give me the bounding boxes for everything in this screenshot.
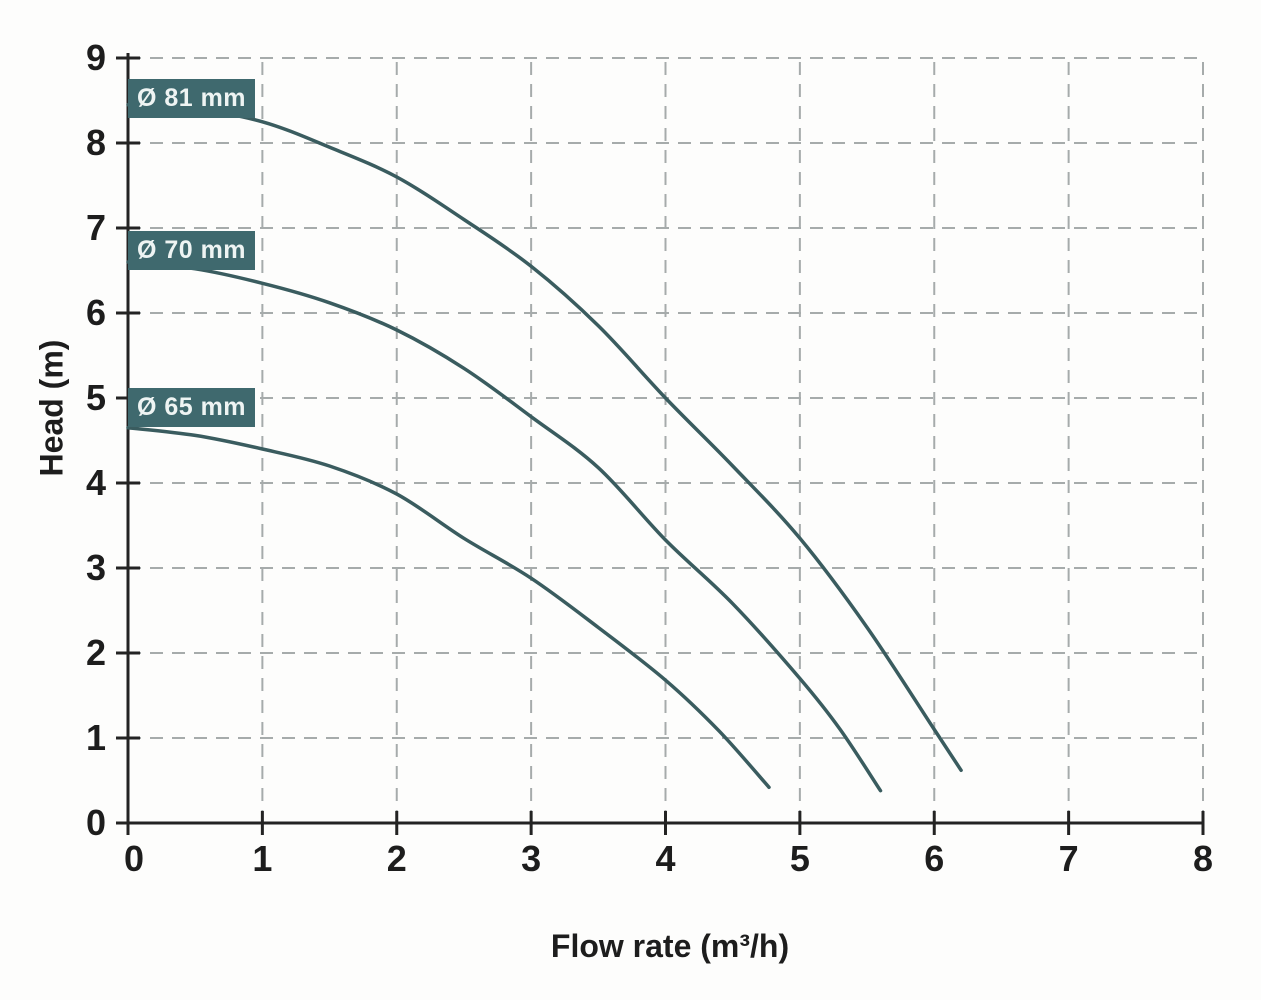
curve-badge-label-65mm: Ø 65 mm [136, 393, 247, 421]
y-tick-label-9: 9 [86, 37, 106, 78]
curve-badge-label-81mm: Ø 81 mm [136, 84, 247, 112]
x-tick-label-2: 2 [387, 838, 407, 879]
curve-65mm [126, 425, 771, 790]
y-tick-label-1: 1 [86, 717, 106, 758]
curve-badge-70mm: Ø 70 mm [128, 231, 255, 270]
y-tick-label-0: 0 [86, 802, 106, 843]
curve-badge-81mm: Ø 81 mm [128, 79, 255, 118]
curve-70mm [126, 260, 883, 793]
x-axis-title: Flow rate (m³/h) [550, 928, 790, 964]
y-tick-label-7: 7 [86, 207, 106, 248]
x-tick-label-4: 4 [655, 838, 675, 879]
y-tick-label-4: 4 [86, 462, 106, 503]
y-tick-label-5: 5 [86, 377, 106, 418]
x-tick-label-1: 1 [252, 838, 272, 879]
y-tick-label-6: 6 [86, 292, 106, 333]
x-tick-label-0: 0 [124, 838, 144, 879]
curve-badge-label-70mm: Ø 70 mm [136, 236, 247, 264]
x-tick-label-5: 5 [790, 838, 810, 879]
x-tick-label-8: 8 [1193, 838, 1213, 879]
curve-81mm [126, 103, 963, 773]
x-tick-label-3: 3 [521, 838, 541, 879]
x-tick-label-7: 7 [1059, 838, 1079, 879]
y-tick-label-2: 2 [86, 632, 106, 673]
y-tick-label-3: 3 [86, 547, 106, 588]
x-tick-label-6: 6 [924, 838, 944, 879]
curve-badge-65mm: Ø 65 mm [128, 388, 255, 427]
y-tick-label-8: 8 [86, 122, 106, 163]
y-axis-title: Head (m) [33, 339, 70, 477]
